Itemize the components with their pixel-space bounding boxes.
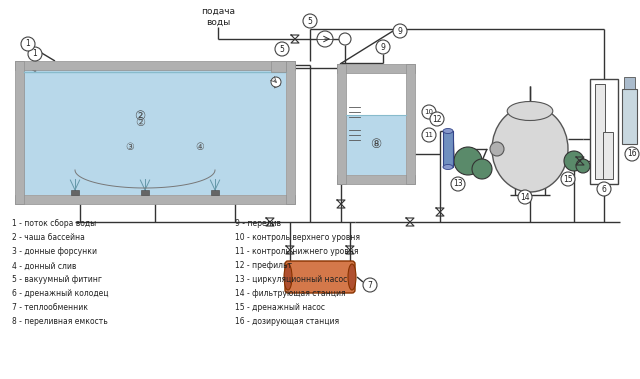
Bar bbox=[603, 132, 613, 179]
Text: ⑧: ⑧ bbox=[371, 138, 381, 150]
Text: 1: 1 bbox=[33, 50, 37, 58]
Text: 1 - поток сбора воды: 1 - поток сбора воды bbox=[12, 219, 96, 229]
Circle shape bbox=[597, 182, 611, 196]
Bar bbox=[624, 77, 635, 89]
Text: 6 - дренажный колодец: 6 - дренажный колодец bbox=[12, 290, 109, 299]
Text: 1: 1 bbox=[26, 39, 30, 49]
Circle shape bbox=[422, 128, 436, 142]
Circle shape bbox=[472, 159, 492, 179]
Circle shape bbox=[363, 278, 377, 292]
Bar bbox=[15, 195, 295, 204]
Bar bbox=[286, 61, 295, 204]
Text: 13: 13 bbox=[453, 180, 463, 188]
Circle shape bbox=[490, 142, 504, 156]
Text: 14: 14 bbox=[520, 193, 530, 202]
Text: 2 - чаша бассейна: 2 - чаша бассейна bbox=[12, 233, 85, 243]
Ellipse shape bbox=[348, 264, 356, 290]
Text: 15 - дренажный насос: 15 - дренажный насос bbox=[235, 304, 325, 313]
Circle shape bbox=[422, 105, 436, 119]
Circle shape bbox=[393, 24, 407, 38]
Circle shape bbox=[576, 159, 590, 173]
Text: ③: ③ bbox=[125, 142, 134, 152]
Ellipse shape bbox=[492, 106, 568, 192]
Text: 10: 10 bbox=[424, 109, 433, 115]
Circle shape bbox=[376, 40, 390, 54]
Bar bbox=[337, 175, 415, 184]
Bar bbox=[443, 131, 453, 167]
Bar bbox=[346, 115, 406, 175]
Text: 5 - вакуумный фитинг: 5 - вакуумный фитинг bbox=[12, 276, 102, 285]
Text: подача
воды: подача воды bbox=[201, 7, 235, 27]
Text: 13 - циркуляционный насос: 13 - циркуляционный насос bbox=[235, 276, 348, 285]
Text: 12: 12 bbox=[432, 114, 442, 124]
Text: 7: 7 bbox=[367, 280, 372, 290]
Bar bbox=[141, 190, 149, 195]
Bar bbox=[24, 70, 286, 195]
Text: 16 - дозирующая станция: 16 - дозирующая станция bbox=[235, 318, 339, 326]
Ellipse shape bbox=[443, 128, 453, 133]
Bar bbox=[15, 61, 295, 70]
Text: 5: 5 bbox=[308, 17, 312, 25]
Circle shape bbox=[518, 190, 532, 204]
Bar bbox=[406, 64, 415, 184]
Bar bbox=[337, 64, 346, 184]
Circle shape bbox=[317, 31, 333, 47]
Text: 9 - перелив: 9 - перелив bbox=[235, 219, 281, 229]
Text: ④: ④ bbox=[196, 142, 204, 152]
Circle shape bbox=[454, 147, 482, 175]
Circle shape bbox=[339, 33, 351, 45]
Text: 12 - префильт: 12 - префильт bbox=[235, 262, 292, 271]
Bar bbox=[590, 79, 618, 184]
FancyBboxPatch shape bbox=[285, 261, 355, 293]
Circle shape bbox=[451, 177, 465, 191]
Text: 16: 16 bbox=[627, 149, 637, 158]
Text: 11: 11 bbox=[424, 132, 433, 138]
Bar bbox=[15, 61, 24, 204]
Text: ②: ② bbox=[134, 111, 146, 124]
Text: 6: 6 bbox=[602, 185, 607, 194]
Circle shape bbox=[275, 42, 289, 56]
Bar bbox=[622, 89, 637, 144]
Text: 10 - контроль верхнего уровня: 10 - контроль верхнего уровня bbox=[235, 233, 360, 243]
Text: 5: 5 bbox=[280, 44, 284, 53]
Text: 15: 15 bbox=[563, 174, 573, 183]
Circle shape bbox=[21, 37, 35, 51]
Text: 11 - контроль нижнего уровня: 11 - контроль нижнего уровня bbox=[235, 247, 358, 257]
Text: 3 - донные форсунки: 3 - донные форсунки bbox=[12, 247, 97, 257]
Circle shape bbox=[303, 14, 317, 28]
Bar bbox=[211, 190, 219, 195]
Bar bbox=[271, 61, 286, 72]
Text: 9: 9 bbox=[397, 27, 403, 36]
Circle shape bbox=[430, 112, 444, 126]
Ellipse shape bbox=[507, 102, 553, 121]
Circle shape bbox=[561, 172, 575, 186]
Text: 4 - донный слив: 4 - донный слив bbox=[12, 262, 76, 271]
Text: 14 - фильтрующая станция: 14 - фильтрующая станция bbox=[235, 290, 346, 299]
Ellipse shape bbox=[284, 264, 292, 290]
Text: 9: 9 bbox=[381, 42, 385, 52]
Bar bbox=[337, 64, 415, 73]
Text: ②: ② bbox=[135, 118, 145, 128]
Circle shape bbox=[564, 151, 584, 171]
Bar bbox=[595, 84, 605, 179]
Text: 7 - теплообменник: 7 - теплообменник bbox=[12, 304, 88, 313]
Text: 8 - переливная емкость: 8 - переливная емкость bbox=[12, 318, 108, 326]
Ellipse shape bbox=[443, 164, 453, 169]
Circle shape bbox=[625, 147, 639, 161]
Bar bbox=[71, 190, 79, 195]
Circle shape bbox=[28, 47, 42, 61]
Circle shape bbox=[271, 77, 281, 87]
